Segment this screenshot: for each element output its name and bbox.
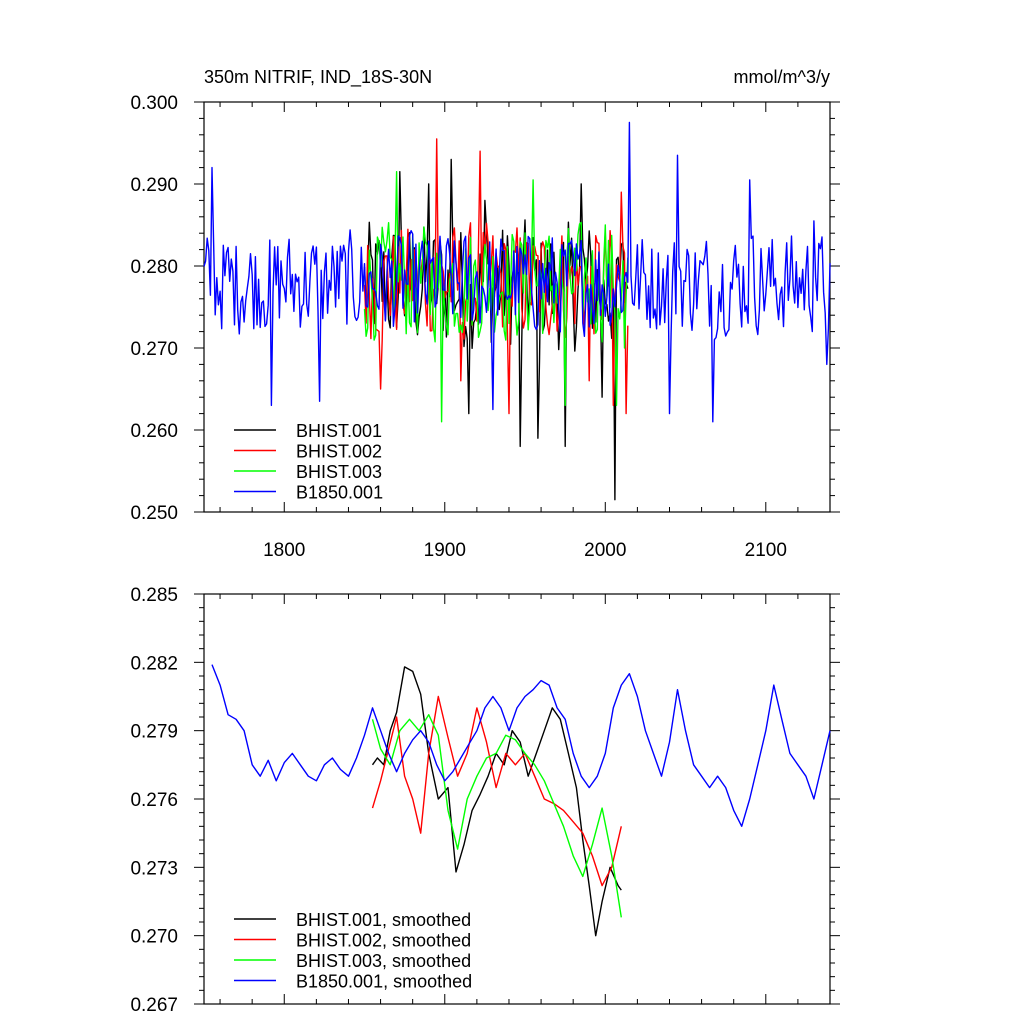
legend-label: B1850.001 — [296, 483, 383, 503]
legend-label: BHIST.003, smoothed — [296, 951, 471, 971]
y-tick-label: 0.260 — [130, 421, 178, 442]
series-line-bhist-002-smoothed — [371, 695, 622, 887]
y-tick-label: 0.270 — [130, 927, 178, 948]
top-x-tick-labels: 1800 1900 2000 2100 — [263, 540, 787, 561]
y-tick-label: 0.279 — [130, 722, 178, 743]
x-tick-label: 1800 — [263, 540, 305, 561]
x-tick-label: 2000 — [584, 540, 626, 561]
y-tick-label: 0.267 — [130, 995, 178, 1016]
top-plot-frame — [203, 101, 831, 513]
top-panel-units: mmol/m^3/y — [734, 67, 830, 87]
bottom-panel: 0.267 0.270 0.273 0.276 0.279 0.282 0.285 BHIS… — [130, 585, 840, 1016]
legend-label: B1850.001, smoothed — [296, 972, 472, 992]
y-tick-label: 0.290 — [130, 175, 178, 196]
y-tick-label: 0.285 — [130, 585, 178, 606]
top-panel: 350m NITRIF, IND_18S-30N mmol/m^3/y 0.25… — [130, 67, 840, 561]
top-panel-title: 350m NITRIF, IND_18S-30N — [204, 67, 432, 88]
series-line-b1850-001 — [203, 121, 831, 423]
legend-label: BHIST.001 — [296, 421, 382, 441]
bottom-axis-ticks — [194, 593, 840, 1005]
y-tick-label: 0.276 — [130, 790, 178, 811]
x-tick-label: 2100 — [745, 540, 787, 561]
x-tick-label: 1900 — [424, 540, 466, 561]
series-line-b1850-001-smoothed — [211, 664, 831, 827]
legend-label: BHIST.002 — [296, 442, 382, 462]
series-line-bhist-003-smoothed — [371, 714, 622, 918]
legend-label: BHIST.002, smoothed — [296, 931, 471, 951]
top-series-lines — [203, 121, 831, 501]
legend-label: BHIST.003 — [296, 462, 382, 482]
series-line-bhist-003 — [363, 171, 629, 423]
y-tick-label: 0.300 — [130, 93, 178, 114]
bottom-series-lines — [211, 664, 831, 937]
y-tick-label: 0.273 — [130, 858, 178, 879]
y-tick-label: 0.282 — [130, 653, 178, 674]
y-tick-label: 0.280 — [130, 257, 178, 278]
series-line-bhist-001-smoothed — [371, 666, 622, 937]
bottom-y-tick-labels: 0.267 0.270 0.273 0.276 0.279 0.282 0.285 — [130, 585, 178, 1016]
top-axis-ticks — [194, 101, 840, 513]
top-y-tick-labels: 0.250 0.260 0.270 0.280 0.290 0.300 — [130, 93, 178, 524]
y-tick-label: 0.270 — [130, 339, 178, 360]
y-tick-label: 0.250 — [130, 503, 178, 524]
legend-label: BHIST.001, smoothed — [296, 910, 471, 930]
